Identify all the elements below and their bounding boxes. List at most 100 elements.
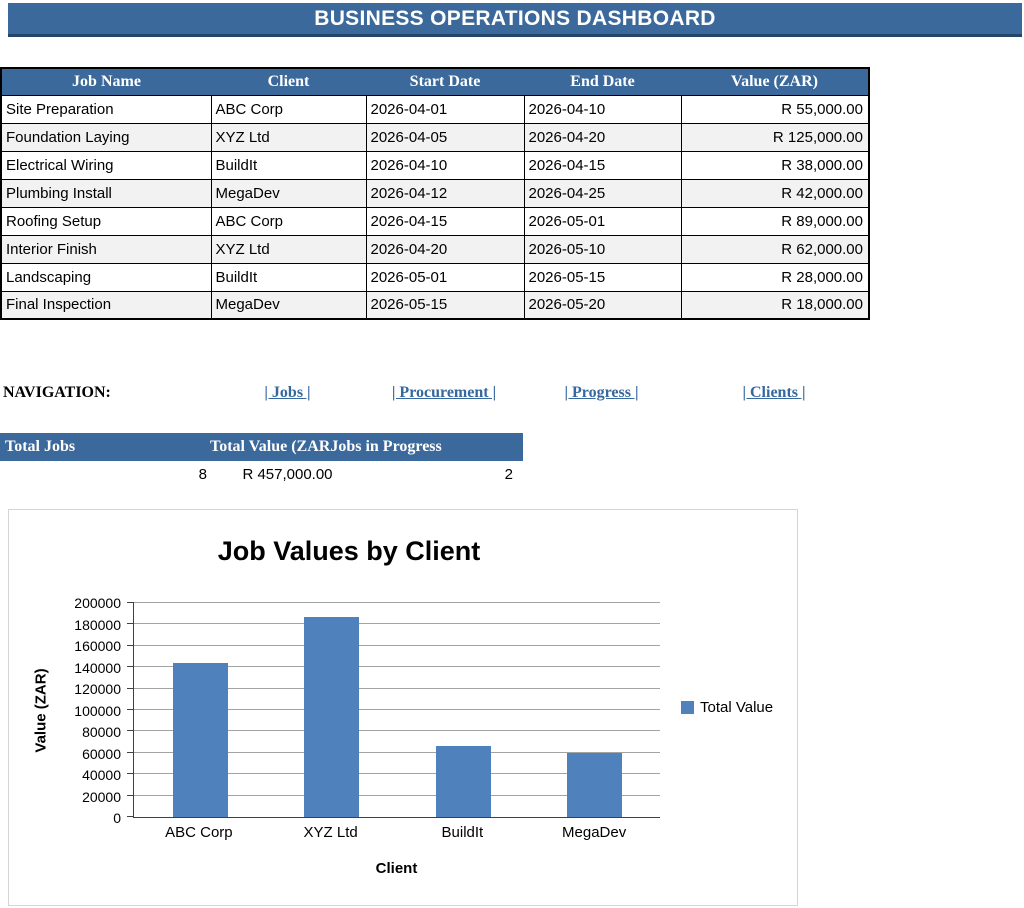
cell-start-date[interactable]: 2026-05-01 [365, 262, 525, 292]
y-axis-tick-label: 160000 [74, 638, 121, 654]
cell-end-date[interactable]: 2026-04-20 [523, 122, 682, 152]
summary-value-total-value[interactable]: R 457,000.00 [242, 466, 333, 483]
table-row: Interior Finish XYZ Ltd 2026-04-20 2026-… [0, 234, 870, 264]
cell-start-date[interactable]: 2026-04-05 [365, 122, 525, 152]
jobs-table-header-row: Job Name Client Start Date End Date Valu… [1, 68, 869, 95]
cell-client[interactable]: ABC Corp [210, 94, 367, 124]
table-row: Foundation Laying XYZ Ltd 2026-04-05 202… [0, 122, 870, 152]
cell-end-date[interactable]: 2026-04-25 [523, 178, 682, 208]
nav-link-clients[interactable]: | Clients | [742, 384, 806, 401]
summary-header-overflow: Total Value (ZARJobs in Progress [210, 438, 523, 456]
x-axis-labels: ABC Corp XYZ Ltd BuildIt MegaDev [133, 824, 660, 841]
navigation-label: NAVIGATION: [3, 384, 111, 401]
cell-value[interactable]: R 38,000.00 [680, 150, 870, 180]
cell-client[interactable]: BuildIt [210, 262, 367, 292]
cell-job-name[interactable]: Interior Finish [0, 234, 212, 264]
y-axis-title: Value (ZAR) [32, 668, 50, 753]
cell-start-date[interactable]: 2026-04-20 [365, 234, 525, 264]
nav-link-jobs[interactable]: | Jobs | [264, 384, 311, 401]
cell-end-date[interactable]: 2026-05-01 [523, 206, 682, 236]
column-header-end-date[interactable]: End Date [524, 68, 681, 95]
bar-buildit [435, 746, 491, 817]
cell-start-date[interactable]: 2026-04-15 [365, 206, 525, 236]
cell-job-name[interactable]: Roofing Setup [0, 206, 212, 236]
page-title: BUSINESS OPERATIONS DASHBOARD [8, 3, 1022, 37]
cell-job-name[interactable]: Electrical Wiring [0, 150, 212, 180]
cell-start-date[interactable]: 2026-04-12 [365, 178, 525, 208]
cell-value[interactable]: R 28,000.00 [680, 262, 870, 292]
x-axis-label: BuildIt [441, 824, 484, 841]
cell-job-name[interactable]: Site Preparation [0, 94, 212, 124]
cell-client[interactable]: MegaDev [210, 290, 367, 320]
table-row: Roofing Setup ABC Corp 2026-04-15 2026-0… [0, 206, 870, 236]
gridline [134, 623, 660, 625]
table-row: Plumbing Install MegaDev 2026-04-12 2026… [0, 178, 870, 208]
cell-job-name[interactable]: Plumbing Install [0, 178, 212, 208]
cell-end-date[interactable]: 2026-05-10 [523, 234, 682, 264]
cell-client[interactable]: ABC Corp [210, 206, 367, 236]
bar-megadev [567, 752, 623, 817]
cell-value[interactable]: R 89,000.00 [680, 206, 870, 236]
summary-header-total-jobs[interactable]: Total Jobs [5, 438, 76, 455]
cell-end-date[interactable]: 2026-04-15 [523, 150, 682, 180]
y-axis-tick [127, 730, 134, 732]
summary-value-jobs-in-progress[interactable]: 2 [504, 466, 513, 483]
cell-value[interactable]: R 42,000.00 [680, 178, 870, 208]
chart-container[interactable]: Job Values by Client Value (ZAR) 0 20000 4… [8, 509, 798, 906]
gridline [134, 794, 660, 796]
summary-value-total-jobs[interactable]: 8 [198, 466, 207, 483]
jobs-table: Job Name Client Start Date End Date Valu… [0, 67, 870, 320]
table-row: Final Inspection MegaDev 2026-05-15 2026… [0, 290, 870, 320]
y-axis-tick-label: 20000 [82, 788, 121, 805]
cell-value[interactable]: R 55,000.00 [680, 94, 870, 124]
y-axis-tick-label: 140000 [74, 659, 121, 676]
cell-start-date[interactable]: 2026-04-10 [365, 150, 525, 180]
chart-title: Job Values by Client [217, 536, 481, 566]
column-header-start-date[interactable]: Start Date [366, 68, 524, 95]
chart-legend: Total Value [681, 699, 773, 716]
column-header-client[interactable]: Client [211, 68, 366, 95]
y-axis-tick-labels: 0 20000 40000 60000 80000 100000 120000 140000 1… [61, 595, 129, 826]
navigation-bar: NAVIGATION: | Jobs | | Procurement | | P… [0, 380, 868, 406]
y-axis-tick-label: 80000 [82, 724, 121, 740]
nav-link-procurement[interactable]: | Procurement | [391, 384, 497, 401]
column-header-job-name[interactable]: Job Name [1, 68, 211, 95]
y-axis-tick [127, 773, 134, 775]
summary-values-row: 8 R 457,000.00 2 [0, 461, 523, 488]
x-axis-title: Client [375, 860, 418, 877]
summary-header-total-value[interactable]: Total Value (ZAR [210, 438, 331, 455]
cell-value[interactable]: R 125,000.00 [680, 122, 870, 152]
gridline [134, 687, 660, 689]
column-header-value[interactable]: Value (ZAR) [681, 68, 869, 95]
x-axis-label: XYZ Ltd [303, 824, 358, 841]
cell-job-name[interactable]: Final Inspection [0, 290, 212, 320]
cell-value[interactable]: R 62,000.00 [680, 234, 870, 264]
table-row: Landscaping BuildIt 2026-05-01 2026-05-1… [0, 262, 870, 292]
y-axis-tick [127, 666, 134, 668]
nav-link-progress[interactable]: | Progress | [564, 384, 639, 401]
gridline [134, 666, 660, 668]
cell-end-date[interactable]: 2026-04-10 [523, 94, 682, 124]
cell-client[interactable]: BuildIt [210, 150, 367, 180]
bar-abc-corp [172, 662, 228, 817]
summary-header-jobs-in-progress[interactable]: Jobs in Progress [330, 438, 442, 455]
cell-end-date[interactable]: 2026-05-20 [523, 290, 682, 320]
cell-client[interactable]: MegaDev [210, 178, 367, 208]
y-axis-tick-label: 120000 [74, 681, 121, 697]
cell-start-date[interactable]: 2026-04-01 [365, 94, 525, 124]
y-axis-tick [127, 687, 134, 689]
gridline [134, 730, 660, 732]
cell-job-name[interactable]: Foundation Laying [0, 122, 212, 152]
gridline [134, 644, 660, 646]
cell-value[interactable]: R 18,000.00 [680, 290, 870, 320]
cell-client[interactable]: XYZ Ltd [210, 122, 367, 152]
chart-plot [127, 602, 660, 818]
cell-start-date[interactable]: 2026-05-15 [365, 290, 525, 320]
y-axis-tick-label: 100000 [74, 702, 121, 719]
x-axis-label: ABC Corp [165, 824, 233, 841]
legend-swatch [681, 701, 694, 714]
cell-job-name[interactable]: Landscaping [0, 262, 212, 292]
cell-client[interactable]: XYZ Ltd [210, 234, 367, 264]
cell-end-date[interactable]: 2026-05-15 [523, 262, 682, 292]
